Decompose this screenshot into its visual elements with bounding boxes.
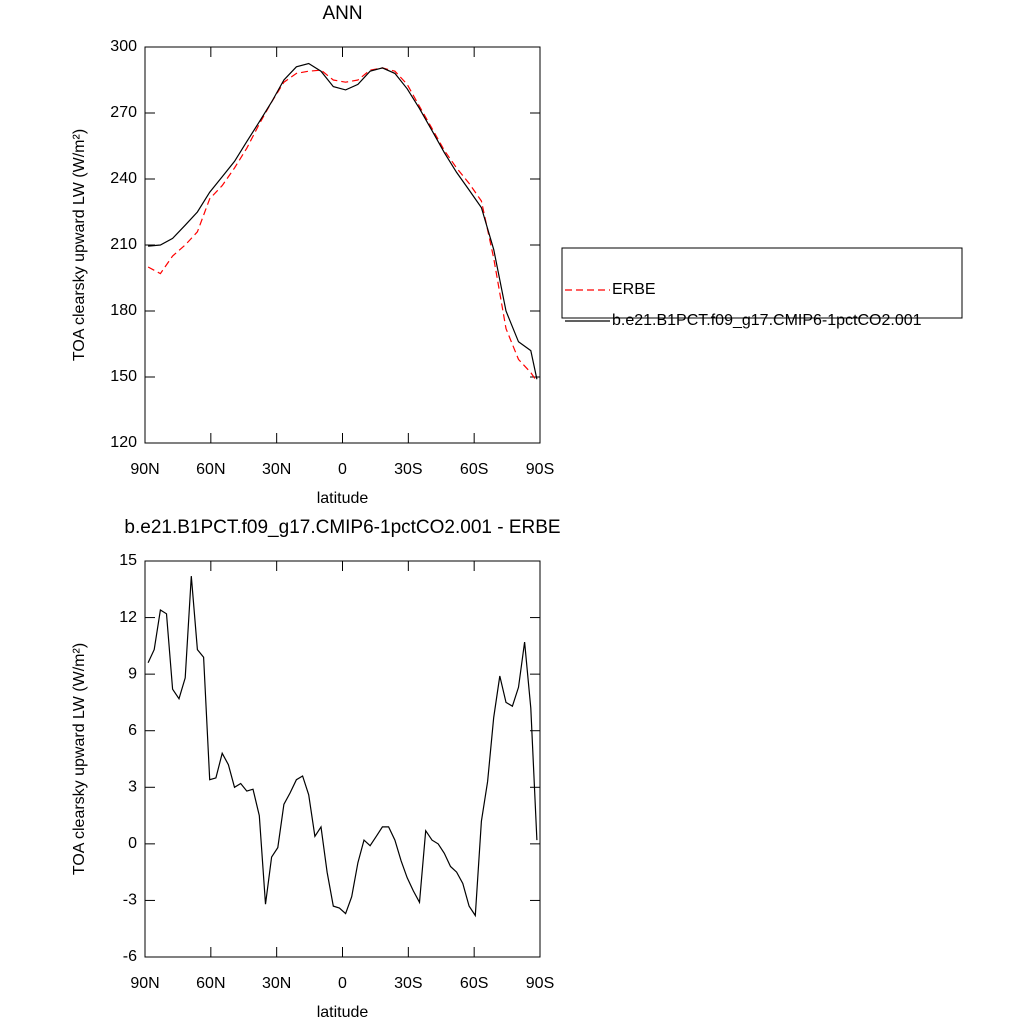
x-tick-label: 60S [460,975,488,992]
data-line [148,62,538,380]
y-tick-label: 15 [119,552,137,569]
y-tick-label: 300 [110,38,137,55]
x-axis-label: latitude [317,490,369,507]
x-tick-label: 90N [130,461,159,478]
y-tick-label: 240 [110,170,137,187]
y-tick-label: 180 [110,302,137,319]
y-tick-label: 6 [128,722,137,739]
y-tick-label: 3 [128,779,137,796]
x-tick-label: 90S [526,975,554,992]
y-axis-label: TOA clearsky upward LW (W/m²) [71,129,88,361]
legend-label: ERBE [612,281,656,298]
x-tick-label: 90S [526,461,554,478]
y-tick-label: 9 [128,665,137,682]
x-tick-label: 60N [196,461,225,478]
y-tick-label: 0 [128,835,137,852]
data-line [147,576,538,918]
y-tick-label: 150 [110,368,137,385]
legend-label: b.e21.B1PCT.f09_g17.CMIP6-1pctCO2.001 [612,312,922,329]
x-axis-label: latitude [317,1004,369,1021]
y-tick-label: 270 [110,104,137,121]
y-tick-label: -6 [123,948,137,965]
plot-frame [144,560,541,958]
x-tick-label: 60S [460,461,488,478]
legend-box [561,247,963,319]
x-tick-label: 90N [130,975,159,992]
y-tick-label: 210 [110,236,137,253]
y-tick-label: 12 [119,609,137,626]
chart-title: b.e21.B1PCT.f09_g17.CMIP6-1pctCO2.001 - … [124,517,560,538]
y-tick-label: -3 [123,892,137,909]
y-tick-label: 120 [110,434,137,451]
x-tick-label: 30N [262,975,291,992]
y-axis-label: TOA clearsky upward LW (W/m²) [71,643,88,875]
chart-title: ANN [322,3,362,24]
x-tick-label: 0 [338,461,347,478]
x-tick-label: 30S [394,975,422,992]
x-tick-label: 60N [196,975,225,992]
data-line [147,67,538,382]
x-tick-label: 30N [262,461,291,478]
plot-frame [144,46,541,444]
x-tick-label: 0 [338,975,347,992]
x-tick-label: 30S [394,461,422,478]
